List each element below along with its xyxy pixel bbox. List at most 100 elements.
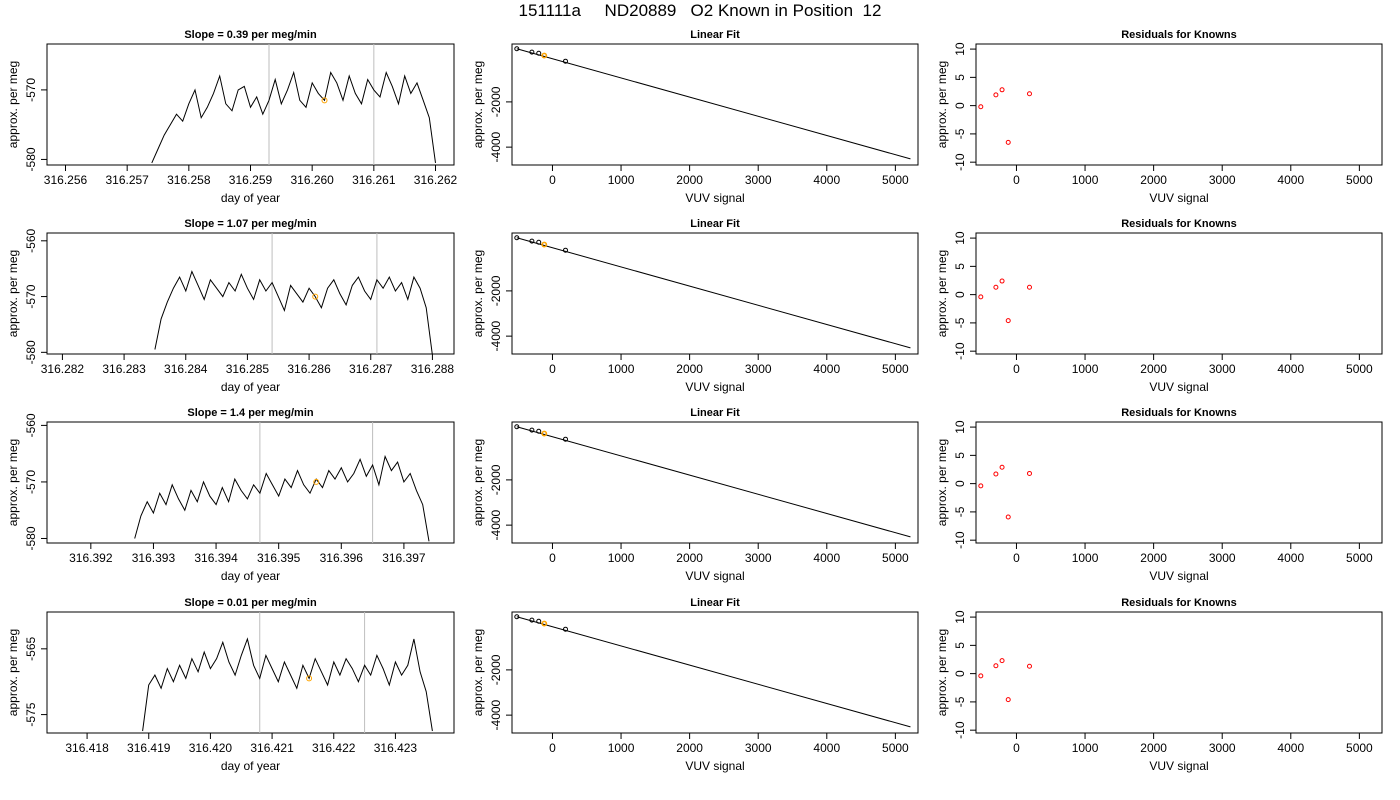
x-tick-label-r1-time: 316.257 [105,173,149,187]
highlight-point-r1 [321,97,328,104]
panel-title-r2-time: Slope = 1.07 per meg/min [184,218,317,230]
y-axis-label-r1-fit: approx. per meg [471,61,485,148]
x-tick-label-r1-time: 316.260 [290,173,334,187]
residual-point-r4 [1026,663,1032,669]
y-tick-label-r1-resid: 5 [953,74,967,81]
x-tick-label-r4-fit: 3000 [745,741,772,755]
y-axis-label-r4-resid: approx. per meg [935,629,949,716]
x-tick-label-r1-fit: 0 [549,173,556,187]
residual-point-r3 [978,483,984,489]
panel-frame-r1-resid [975,43,1383,166]
x-tick-label-r3-fit: 4000 [813,551,840,565]
fit-line-r1 [516,48,911,160]
x-tick-label-r1-time: 316.256 [44,173,88,187]
plot-area-r3-resid [978,464,1032,520]
x-axis-label-r4-resid: VUV signal [1149,759,1208,773]
x-tick-label-r3-fit: 1000 [608,551,635,565]
panel-title-r3-fit: Linear Fit [690,407,740,419]
x-axis-label-r1-resid: VUV signal [1149,191,1208,205]
x-tick-label-r1-fit: 4000 [813,173,840,187]
x-tick-label-r3-time: 316.392 [69,551,113,565]
time-series-line-r2 [154,270,433,354]
y-tick-label-r2-resid: 0 [953,291,967,298]
x-tick-label-r2-resid: 5000 [1346,362,1373,376]
highlight-point-r2 [312,293,319,300]
x-tick-label-r2-fit: 1000 [608,362,635,376]
fit-point-r3 [562,436,568,442]
x-axis-label-r3-time: day of year [221,569,280,583]
x-tick-label-r4-resid: 0 [1013,741,1020,755]
x-tick-label-r1-time: 316.261 [352,173,396,187]
x-tick-label-r4-resid: 1000 [1072,741,1099,755]
x-tick-label-r3-time: 316.397 [382,551,426,565]
x-tick-label-r1-time: 316.258 [167,173,211,187]
residual-point-r2 [1005,318,1011,324]
fit-point-r3 [536,428,542,434]
x-tick-label-r1-time: 316.259 [229,173,273,187]
panel-frame-r1-time [46,43,455,166]
y-tick-label-r1-fit: -4000 [489,131,503,162]
y-tick-label-r1-resid: 0 [953,102,967,109]
x-tick-label-r1-time: 316.262 [414,173,458,187]
fit-point-r4 [514,614,520,620]
fit-line-r2 [516,237,911,349]
plot-area-r4-resid [978,658,1032,703]
panel-title-r4-resid: Residuals for Knowns [1121,597,1237,609]
fit-highlight-point-r3 [541,430,548,437]
y-tick-label-r1-fit: -2000 [489,86,503,117]
fit-point-r1 [562,58,568,64]
x-tick-label-r3-fit: 0 [549,551,556,565]
residual-point-r1 [993,92,999,98]
y-tick-label-r1-resid: -5 [953,128,967,139]
panel-frame-r3-resid [975,421,1383,544]
panel-title-r2-resid: Residuals for Knowns [1121,218,1237,230]
panel-frame-r4-resid [975,611,1383,734]
y-tick-label-r3-resid: 5 [953,452,967,459]
y-tick-label-r3-resid: -10 [953,531,967,549]
y-axis-label-r3-fit: approx. per meg [471,439,485,526]
x-tick-label-r2-resid: 0 [1013,362,1020,376]
y-tick-label-r2-resid: -5 [953,317,967,328]
x-tick-label-r4-fit: 4000 [813,741,840,755]
x-axis-label-r1-fit: VUV signal [685,191,744,205]
x-tick-label-r3-resid: 2000 [1140,551,1167,565]
y-tick-label-r2-time: -580 [24,340,38,364]
y-tick-label-r3-fit: -2000 [489,464,503,495]
x-tick-label-r2-time: 316.282 [41,362,85,376]
residual-point-r4 [1005,697,1011,703]
x-tick-label-r4-fit: 1000 [608,741,635,755]
fit-line-r3 [516,426,911,538]
fit-point-r2 [514,235,520,241]
panel-frame-r1-fit [511,43,919,166]
fit-point-r4 [536,618,542,624]
x-tick-label-r4-time: 316.420 [189,741,233,755]
y-tick-label-r4-fit: -4000 [489,699,503,730]
y-tick-label-r4-resid: 10 [953,610,967,624]
y-axis-label-r2-time: approx. per meg [6,250,20,337]
y-tick-label-r4-time: -565 [24,636,38,660]
y-axis-label-r3-time: approx. per meg [6,439,20,526]
y-tick-label-r4-time: -575 [24,702,38,726]
y-tick-label-r3-time: -560 [24,413,38,437]
y-tick-label-r2-fit: -2000 [489,275,503,306]
x-tick-label-r1-fit: 5000 [882,173,909,187]
x-tick-label-r4-time: 316.422 [312,741,356,755]
x-tick-label-r1-resid: 3000 [1209,173,1236,187]
y-tick-label-r2-time: -560 [24,228,38,252]
y-axis-label-r2-resid: approx. per meg [935,250,949,337]
y-tick-label-r4-resid: -5 [953,696,967,707]
x-tick-label-r3-resid: 4000 [1277,551,1304,565]
x-tick-label-r3-time: 316.393 [132,551,176,565]
panel-title-r2-fit: Linear Fit [690,218,740,230]
plot-area-r1-resid [978,87,1032,145]
plot-area-r3-time [134,422,430,543]
panel-title-r1-resid: Residuals for Knowns [1121,29,1237,41]
residual-point-r2 [1026,284,1032,290]
x-tick-label-r3-time: 316.394 [194,551,238,565]
x-axis-label-r4-fit: VUV signal [685,759,744,773]
x-tick-label-r4-time: 316.423 [374,741,418,755]
highlight-point-r4 [306,675,313,682]
x-tick-label-r3-resid: 3000 [1209,551,1236,565]
x-tick-label-r4-fit: 5000 [882,741,909,755]
y-tick-label-r3-fit: -4000 [489,509,503,540]
